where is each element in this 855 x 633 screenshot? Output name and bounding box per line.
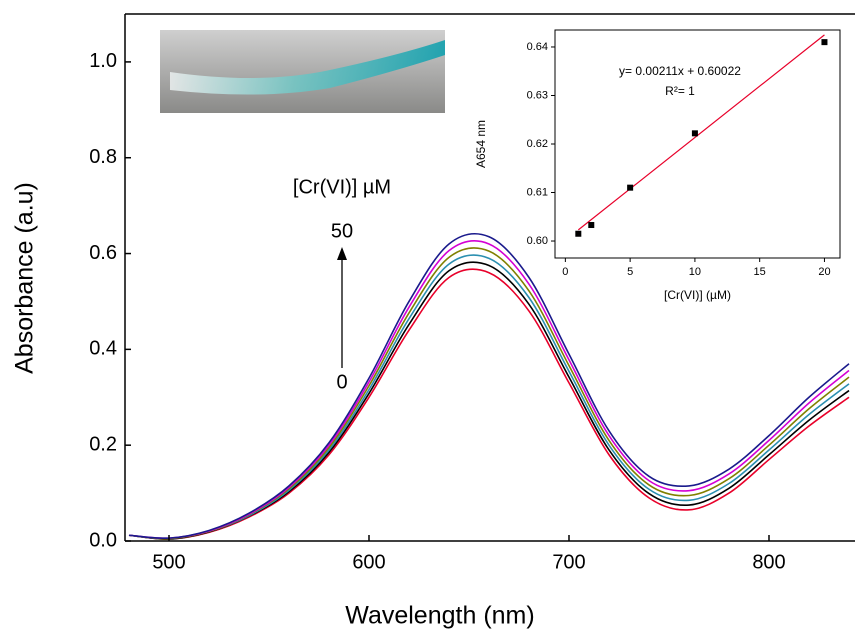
data-point bbox=[821, 39, 828, 46]
fit-line bbox=[577, 34, 825, 231]
x-tick-label: 20 bbox=[818, 266, 830, 278]
y-tick-label: 0.63 bbox=[527, 89, 548, 101]
data-point bbox=[588, 222, 595, 229]
x-tick-label: 5 bbox=[627, 266, 633, 278]
spectrum-line bbox=[128, 254, 850, 540]
annotation: 0 bbox=[336, 371, 347, 393]
annotation: y= 0.00211x + 0.60022 bbox=[619, 64, 741, 78]
y-axis-label: Absorbance (a.u) bbox=[11, 182, 39, 374]
data-point bbox=[691, 130, 698, 137]
spectrum-line bbox=[128, 247, 850, 540]
x-tick-label: 600 bbox=[352, 551, 385, 573]
x-axis-label: Wavelength (nm) bbox=[345, 602, 534, 630]
photo bbox=[160, 30, 445, 113]
spectrum-line bbox=[128, 232, 850, 540]
y-tick-label: 0.4 bbox=[89, 338, 117, 360]
inset-frame bbox=[554, 29, 841, 259]
y-axis-label: A654 nm bbox=[474, 120, 488, 168]
annotation: R²= 1 bbox=[665, 84, 695, 98]
spectrum-line bbox=[128, 240, 850, 540]
x-tick-label: 15 bbox=[754, 266, 766, 278]
y-tick-label: 0.64 bbox=[527, 41, 548, 53]
x-tick-label: 10 bbox=[689, 266, 701, 278]
y-tick-label: 0.62 bbox=[527, 138, 548, 150]
y-tick-label: 1.0 bbox=[89, 50, 117, 72]
inset-plot: 0 5 10 15 20 0.60 0.61 0.62 0.63 0.64 [Cr(VI)] (µM… bbox=[474, 29, 841, 302]
y-tick-label: 0.61 bbox=[527, 186, 548, 198]
y-tick-label: 0.60 bbox=[527, 235, 548, 247]
arrow bbox=[337, 247, 347, 368]
y-tick-label: 0.0 bbox=[89, 529, 117, 551]
y-tick-label: 0.2 bbox=[89, 433, 117, 455]
main-plot: 500 600 700 8000.00.20.40.60.81.0Wavelength… bbox=[11, 13, 855, 630]
data-point bbox=[627, 184, 634, 191]
spectrum-line bbox=[128, 268, 850, 540]
data-point bbox=[575, 230, 582, 237]
annotation: [Cr(VI)] µM bbox=[293, 176, 391, 198]
x-tick-label: 500 bbox=[152, 551, 185, 573]
y-tick-label: 0.6 bbox=[89, 242, 117, 264]
x-tick-label: 0 bbox=[562, 266, 568, 278]
x-tick-label: 700 bbox=[552, 551, 585, 573]
x-axis-label: [Cr(VI)] (µM) bbox=[664, 288, 731, 302]
spectrum-line bbox=[128, 261, 850, 540]
annotation: 50 bbox=[331, 220, 353, 242]
y-tick-label: 0.8 bbox=[89, 146, 117, 168]
x-tick-label: 800 bbox=[752, 551, 785, 573]
